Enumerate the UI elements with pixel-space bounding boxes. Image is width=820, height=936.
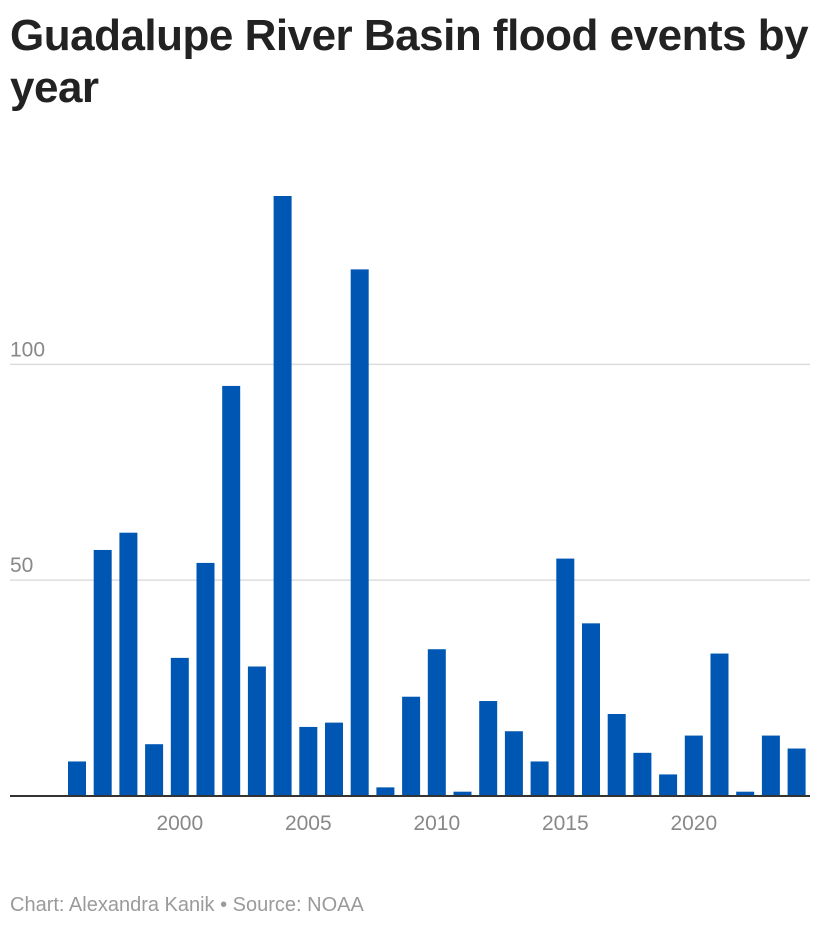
y-tick-label-50: 50 bbox=[10, 554, 33, 577]
x-tick-labels: 2000 2005 2010 2015 2020 bbox=[156, 812, 717, 835]
chart-credit-footer: Chart: Alexandra Kanik • Source: NOAA bbox=[10, 894, 364, 916]
bar-2014 bbox=[530, 761, 549, 796]
bar-2004 bbox=[273, 196, 292, 796]
bar-1997 bbox=[93, 549, 112, 796]
bar-2005 bbox=[299, 726, 318, 796]
y-tick-labels: 50 100 bbox=[10, 338, 45, 577]
bar-2003 bbox=[247, 666, 266, 796]
x-tick-label-2010: 2010 bbox=[413, 812, 460, 835]
x-tick-label-2015: 2015 bbox=[542, 812, 589, 835]
bar-2021 bbox=[710, 653, 729, 796]
bar-2018 bbox=[633, 752, 652, 796]
bar-1996 bbox=[68, 761, 86, 796]
bar-2009 bbox=[402, 696, 421, 796]
bar-2011 bbox=[453, 791, 472, 796]
bar-2019 bbox=[659, 774, 678, 796]
bar-2013 bbox=[504, 731, 523, 796]
bar-2024 bbox=[787, 748, 806, 796]
bar-2001 bbox=[196, 562, 215, 796]
bars bbox=[68, 196, 806, 796]
x-tick-label-2000: 2000 bbox=[156, 812, 203, 835]
gridlines bbox=[10, 363, 810, 581]
bar-2000 bbox=[170, 657, 189, 796]
bar-1998 bbox=[119, 532, 138, 796]
y-tick-label-100: 100 bbox=[10, 338, 45, 361]
bar-2017 bbox=[607, 713, 626, 796]
bar-2008 bbox=[376, 787, 395, 796]
bar-2016 bbox=[582, 623, 600, 796]
bar-2015 bbox=[556, 558, 575, 796]
bar-2007 bbox=[350, 269, 369, 796]
flood-events-bar-chart: 50 100 2000 2005 2010 2015 2020 bbox=[10, 196, 810, 835]
bar-2022 bbox=[736, 791, 755, 796]
x-tick-label-2020: 2020 bbox=[670, 812, 717, 835]
bar-1999 bbox=[145, 744, 164, 796]
chart-title: Guadalupe River Basin flood events by ye… bbox=[10, 11, 809, 112]
x-tick-label-2005: 2005 bbox=[285, 812, 332, 835]
bar-2020 bbox=[684, 735, 703, 796]
bar-2023 bbox=[761, 735, 780, 796]
bar-2006 bbox=[325, 722, 343, 796]
bar-2012 bbox=[479, 701, 498, 796]
bar-2010 bbox=[427, 649, 446, 796]
bar-2002 bbox=[222, 385, 241, 796]
